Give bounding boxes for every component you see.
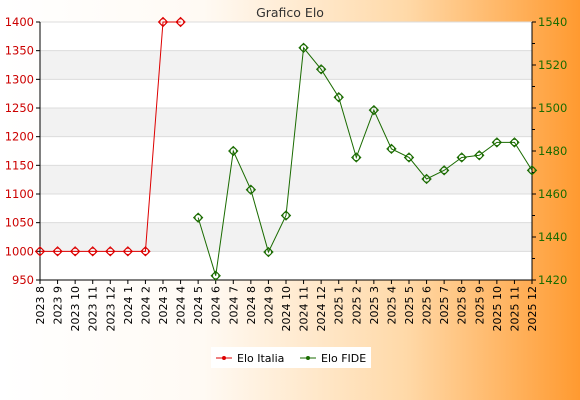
y-left-tick-label: 1050 [5, 216, 34, 230]
x-tick-label: 2023 8 [34, 286, 47, 325]
y-left-tick-label: 1300 [5, 72, 34, 86]
data-point-ring-elo-italia [141, 247, 150, 256]
legend-marker-elo-italia [222, 356, 226, 360]
plot-band [40, 108, 532, 137]
legend-label-elo-italia: Elo Italia [237, 352, 284, 365]
chart-title: Grafico Elo [256, 5, 324, 20]
x-tick-label: 2023 12 [104, 286, 117, 332]
x-tick-label: 2025 9 [473, 286, 486, 325]
y-left-tick-label: 1150 [5, 158, 34, 172]
x-tick-label: 2025 5 [403, 286, 416, 325]
y-left-tick-label: 1100 [5, 187, 34, 201]
y-right-tick-label: 1420 [538, 273, 567, 287]
y-left-tick-label: 950 [12, 273, 34, 287]
data-point-ring-elo-italia [36, 247, 44, 256]
data-point-ring-elo-fide [335, 93, 343, 101]
x-tick-label: 2025 2 [350, 286, 363, 325]
plot-band [40, 50, 532, 80]
x-tick-label: 2025 6 [421, 286, 434, 325]
data-point-ring-elo-fide [229, 147, 237, 155]
data-point-ring-elo-fide [247, 186, 255, 194]
data-point-ring-elo-fide [299, 44, 308, 52]
data-point-ring-elo-fide [282, 211, 290, 220]
x-tick-label: 2025 7 [438, 286, 451, 325]
data-point-ring-elo-fide [493, 138, 501, 147]
x-tick-label: 2024 10 [280, 286, 293, 332]
series-line-elo-italia [40, 21, 181, 252]
y-left-tick-label: 1350 [5, 44, 34, 58]
data-point-ring-elo-fide [440, 166, 448, 175]
data-point-ring-elo-fide [475, 151, 483, 160]
data-point-ring-elo-fide [264, 248, 273, 256]
y-left-tick-label: 1400 [5, 15, 34, 29]
x-tick-label: 2024 3 [157, 286, 170, 325]
data-point-ring-elo-fide [352, 153, 360, 162]
y-right-tick-label: 1500 [538, 101, 567, 115]
x-tick-label: 2025 12 [526, 286, 539, 332]
x-tick-label: 2024 7 [227, 286, 240, 325]
x-tick-label: 2024 6 [210, 286, 223, 325]
data-point-ring-elo-fide [458, 153, 466, 162]
x-tick-label: 2024 2 [139, 286, 152, 325]
data-point-ring-elo-fide [212, 272, 220, 280]
data-point-ring-elo-fide [405, 153, 413, 162]
x-tick-label: 2024 5 [192, 286, 205, 325]
plot-band [40, 222, 532, 252]
data-point-ring-elo-italia [71, 247, 79, 256]
data-point-ring-elo-fide [422, 175, 431, 183]
data-point-ring-elo-fide [194, 213, 202, 222]
data-point-ring-elo-fide [528, 166, 536, 175]
data-point-ring-elo-italia [89, 247, 97, 256]
legend-label-elo-fide: Elo FIDE [321, 352, 366, 365]
x-tick-label: 2025 11 [508, 286, 521, 332]
data-point-ring-elo-italia [124, 247, 132, 256]
y-left-tick-label: 1000 [5, 244, 34, 258]
y-right-tick-label: 1460 [538, 187, 567, 201]
x-tick-label: 2025 8 [456, 286, 469, 325]
x-tick-label: 2024 12 [315, 286, 328, 332]
y-left-tick-label: 1200 [5, 130, 34, 144]
y-right-tick-label: 1480 [538, 144, 567, 158]
data-point-ring-elo-italia [106, 247, 114, 256]
y-left-tick-label: 1250 [5, 101, 34, 115]
data-point-ring-elo-italia [53, 247, 62, 256]
y-right-tick-label: 1440 [538, 230, 567, 244]
data-point-ring-elo-fide [317, 65, 325, 74]
x-tick-label: 2024 4 [175, 286, 188, 325]
plot-band [40, 165, 532, 194]
x-tick-label: 2023 9 [52, 286, 65, 325]
legend: Elo Italia Elo FIDE [211, 347, 371, 368]
data-point-ring-elo-italia [176, 18, 185, 26]
legend-box [211, 347, 371, 368]
x-tick-label: 2025 4 [385, 286, 398, 325]
data-point-ring-elo-italia [159, 18, 167, 26]
x-tick-label: 2024 11 [298, 286, 311, 332]
x-tick-label: 2023 10 [69, 286, 82, 332]
x-tick-label: 2025 1 [333, 286, 346, 325]
x-tick-label: 2025 10 [491, 286, 504, 332]
x-tick-label: 2023 11 [87, 286, 100, 332]
y-right-tick-label: 1540 [538, 15, 567, 29]
data-point-ring-elo-fide [370, 106, 378, 114]
y-right-tick-label: 1520 [538, 58, 567, 72]
x-tick-label: 2024 9 [262, 286, 275, 325]
legend-marker-elo-fide [306, 356, 310, 360]
x-tick-label: 2024 8 [245, 286, 258, 325]
data-point-ring-elo-fide [510, 138, 519, 147]
data-point-ring-elo-fide [387, 145, 396, 153]
x-tick-label: 2024 1 [122, 286, 135, 325]
x-tick-label: 2025 3 [368, 286, 381, 325]
